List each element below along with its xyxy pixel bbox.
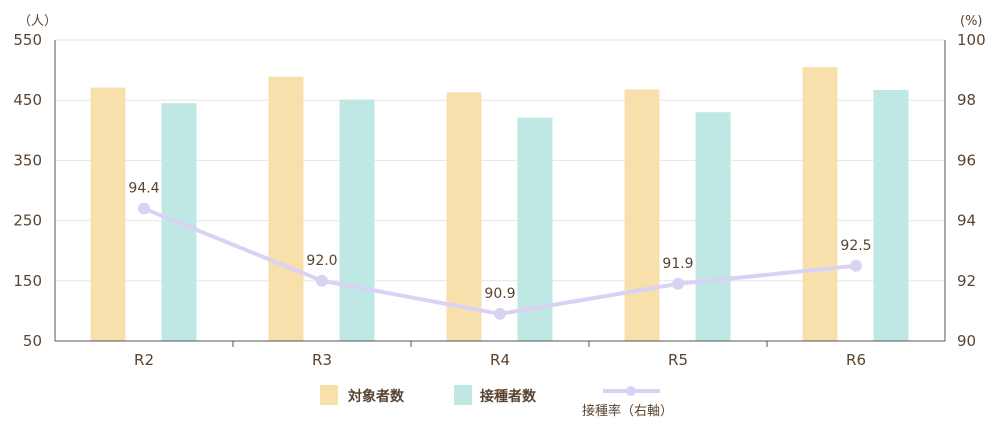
left-tick-label: 50	[23, 332, 42, 350]
gridlines	[55, 39, 945, 282]
bar	[873, 89, 909, 341]
rate-line	[138, 202, 862, 320]
bar	[339, 99, 375, 342]
right-tick-label: 100	[957, 31, 986, 49]
rate-data-label: 92.5	[840, 238, 871, 254]
rate-point	[672, 277, 684, 290]
right-tick-label: 92	[957, 272, 976, 290]
legend-marker-rate	[626, 386, 636, 396]
rate-data-label: 90.9	[484, 286, 515, 302]
right-tick-label: 96	[957, 151, 976, 169]
bar	[624, 89, 660, 341]
legend-label-target: 対象者数	[347, 388, 405, 405]
left-tick-label: 550	[13, 31, 42, 49]
legend: 対象者数 接種者数 接種率（右軸）	[320, 385, 673, 419]
bar	[90, 87, 126, 341]
bar	[802, 67, 838, 341]
right-tick-label: 98	[957, 91, 976, 109]
rate-data-label: 92.0	[306, 253, 337, 269]
data-labels: 94.4 92.0 90.9 91.9 92.5	[128, 181, 871, 302]
x-tick-label: R5	[668, 351, 688, 369]
rate-point	[138, 202, 150, 215]
rate-data-label: 91.9	[662, 256, 693, 272]
left-tick-label: 350	[13, 151, 42, 169]
left-tick-label: 250	[13, 212, 42, 230]
rate-data-label: 94.4	[128, 181, 159, 197]
bar	[695, 112, 731, 342]
x-tick-label: R3	[312, 351, 332, 369]
bar	[446, 92, 482, 342]
legend-label-vaccinated: 接種者数	[480, 388, 537, 405]
right-tick-label: 94	[957, 212, 976, 230]
bar	[268, 76, 304, 342]
bar	[517, 117, 553, 342]
legend-label-rate: 接種率（右軸）	[582, 403, 673, 419]
x-tick-label: R4	[490, 351, 510, 369]
x-tick-label: R6	[846, 351, 866, 369]
rate-point	[316, 274, 328, 287]
x-tick-label: R2	[134, 351, 154, 369]
rate-point	[850, 259, 862, 272]
right-axis-unit: (%)	[960, 14, 983, 29]
left-tick-label: 150	[13, 272, 42, 290]
legend-swatch-target	[320, 385, 338, 405]
right-tick-label: 90	[957, 332, 976, 350]
bars	[90, 67, 909, 342]
rate-point	[494, 307, 506, 320]
axes: 50 150 250 350 450 550 90 92 94 96 98 100 R2 R3 R4 R5 R6	[13, 31, 985, 369]
left-axis-unit: （人）	[18, 14, 57, 29]
left-tick-label: 450	[13, 91, 42, 109]
legend-swatch-vaccinated	[454, 385, 472, 405]
